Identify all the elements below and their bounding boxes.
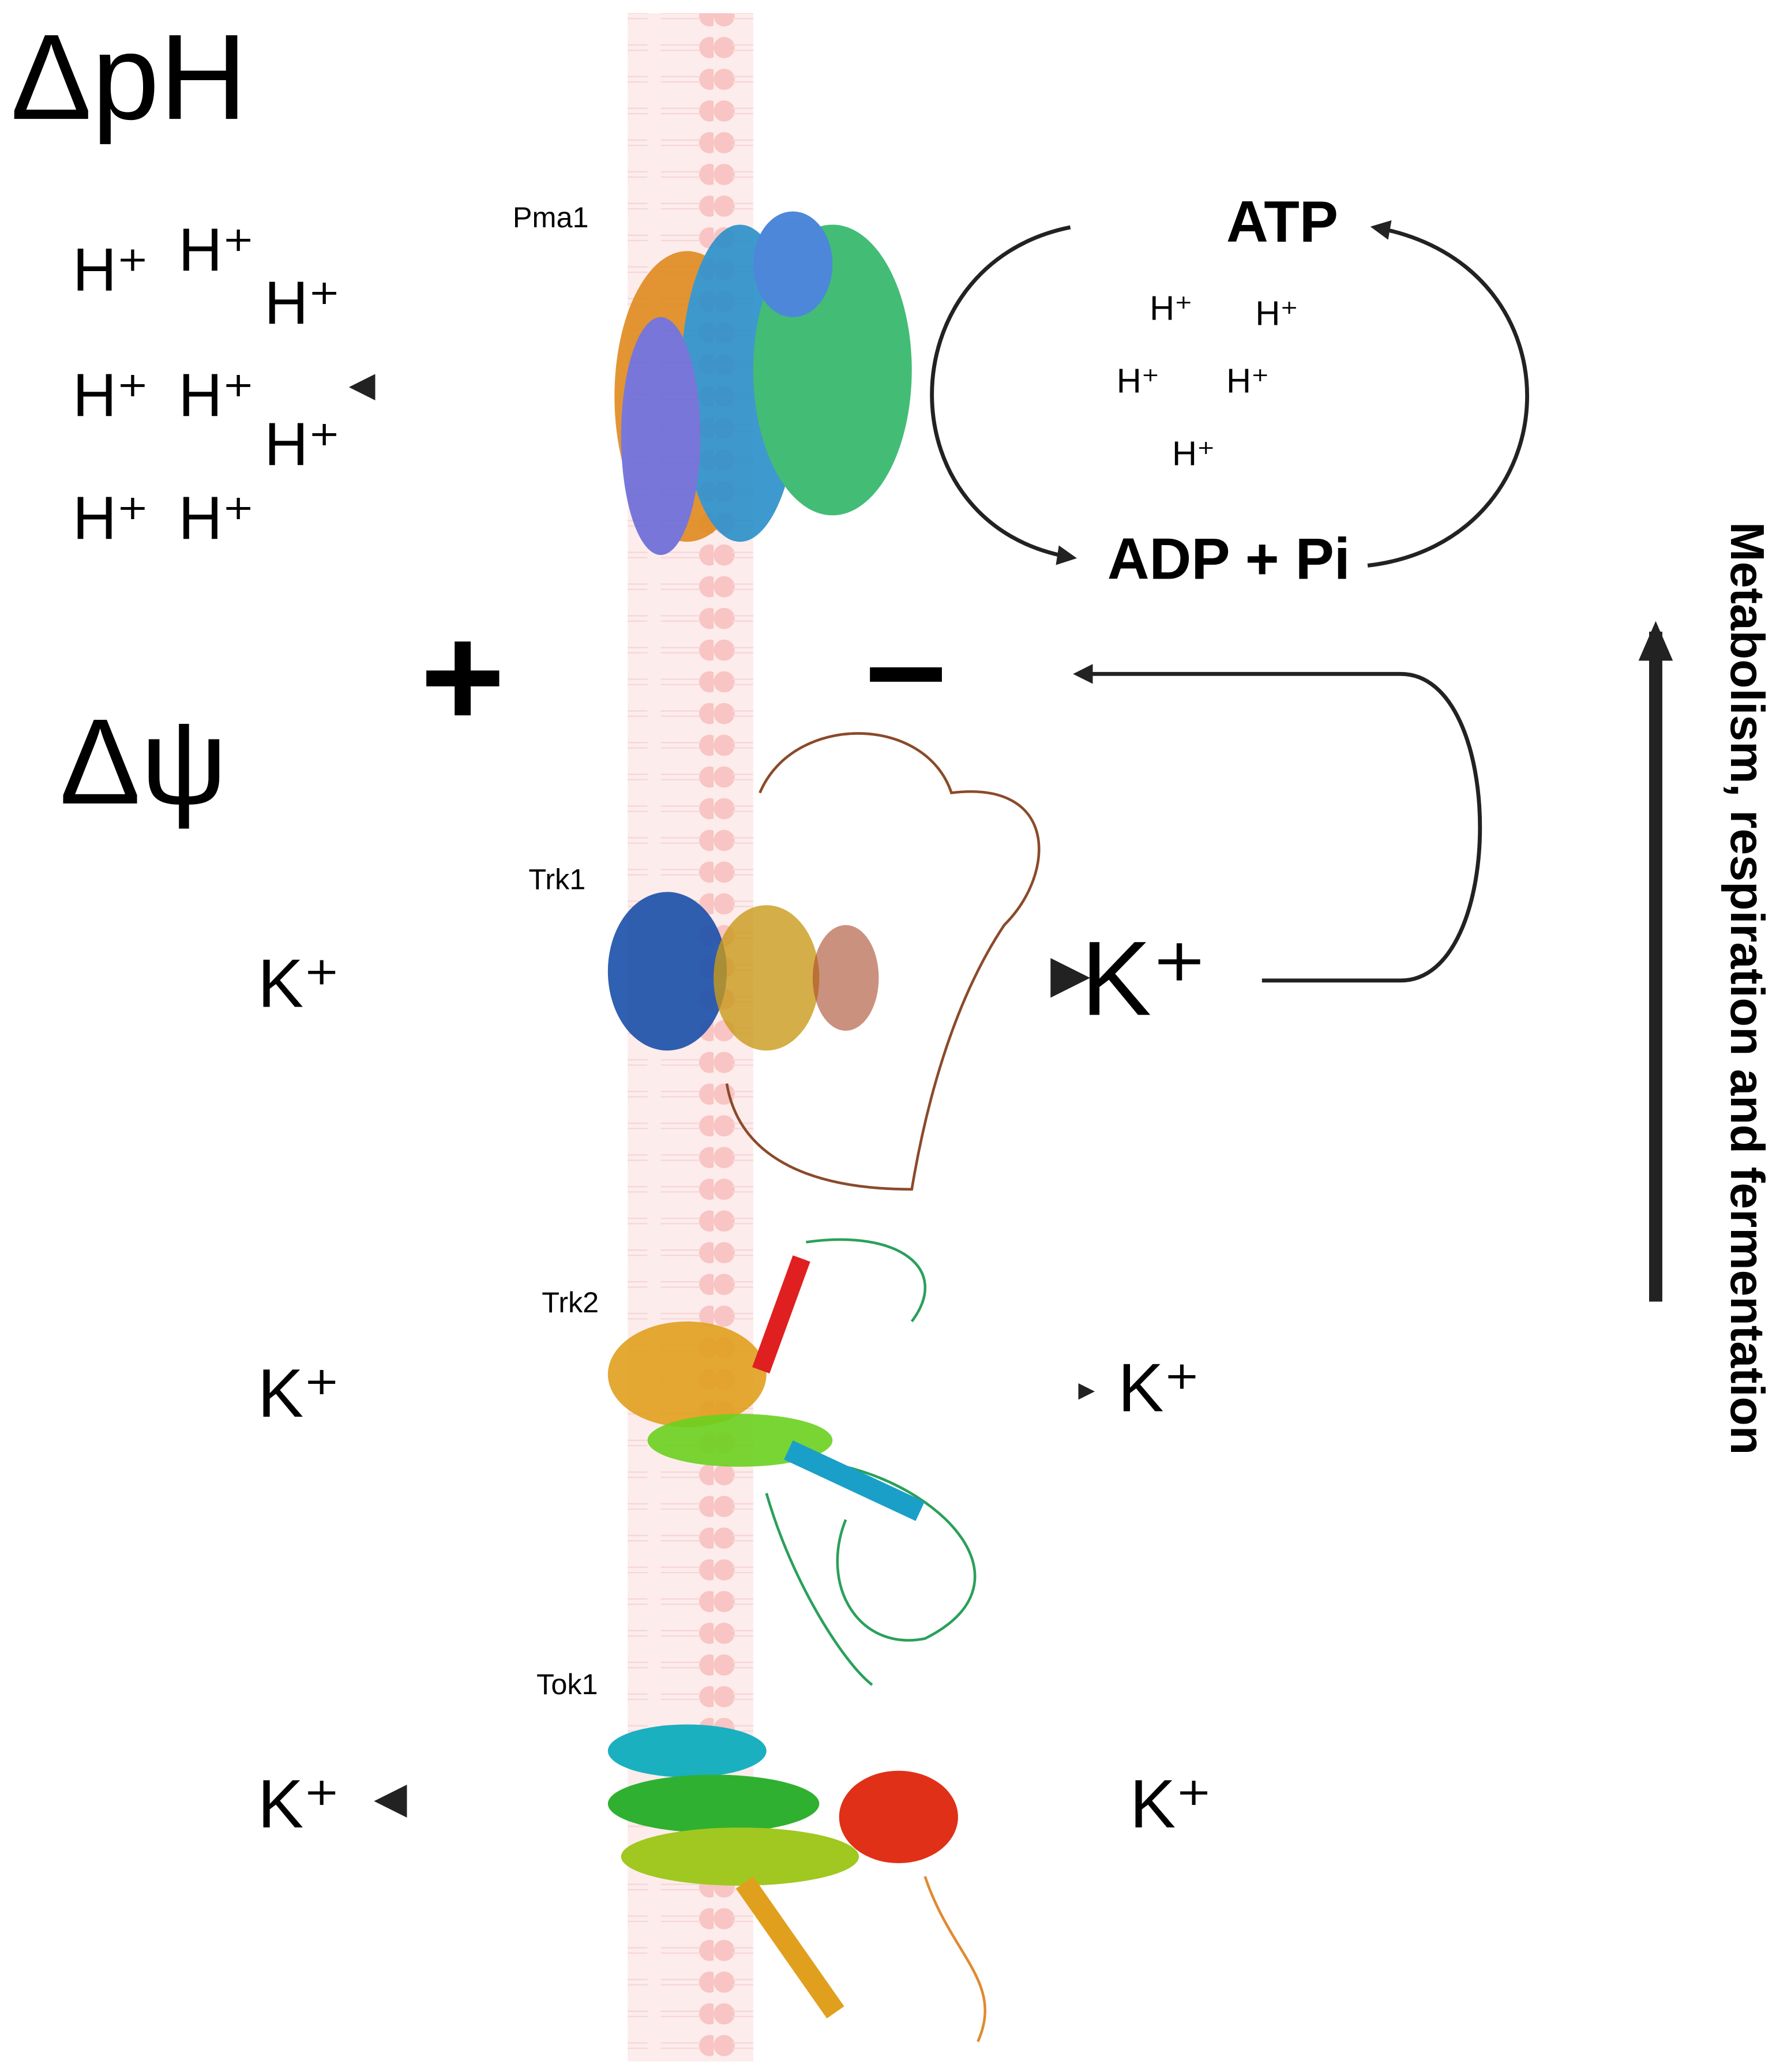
charge-inside: – [866,583,947,745]
proton: H⁺ [1226,361,1269,400]
charge-outside: + [420,596,505,758]
proton: H⁺ [178,485,254,553]
ion-inside: K⁺ [1118,1350,1200,1427]
protein-name: Trk1 [528,863,585,896]
ion-outside: K⁺ [258,945,340,1022]
proton: H⁺ [178,362,254,430]
proton: H⁺ [73,237,149,304]
ion-outside: K⁺ [258,1766,340,1842]
side-label: Metabolism, respiration and fermentation [1721,522,1774,1455]
adp: ADP + Pi [1107,527,1350,591]
trk2-structure [607,1238,977,1686]
atp: ATP [1226,190,1338,254]
proton: H⁺ [1150,288,1192,327]
proton: H⁺ [73,362,149,430]
proton: H⁺ [1172,434,1215,472]
pma1-structure [614,211,912,555]
protein-name: Pma1 [513,201,589,234]
delta-psi: Δψ [59,693,227,829]
delta-ph: ΔpH [10,9,247,145]
ion-inside: K⁺ [1081,919,1207,1037]
proton: H⁺ [1117,361,1159,400]
cycle-arrow-right [1367,220,1529,568]
cycle-arrow-left [930,225,1077,565]
proton: H⁺ [264,411,340,478]
proton: H⁺ [264,269,340,337]
proton: H⁺ [73,485,149,553]
proton: H⁺ [1255,294,1298,333]
ion-outside: K⁺ [258,1355,340,1432]
protein-name: Tok1 [536,1668,598,1701]
ion-inside: K⁺ [1130,1766,1212,1842]
protein-name: Trk2 [542,1286,599,1319]
proton: H⁺ [178,217,254,284]
metabolism-arrowhead [1638,621,1673,661]
trk1-arrowhead [1050,958,1090,998]
feedback-arrow [1073,664,1482,983]
